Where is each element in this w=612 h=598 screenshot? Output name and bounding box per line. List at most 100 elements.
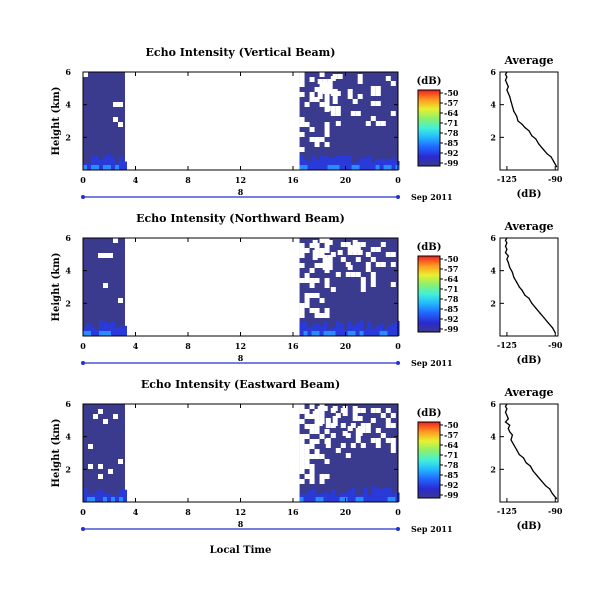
x-tick-label: 16	[287, 175, 299, 185]
missing-cell	[375, 121, 381, 126]
missing-cell	[347, 250, 353, 255]
x-tick-label: 12	[235, 175, 246, 185]
missing-cell	[345, 272, 351, 277]
echo-cell	[95, 156, 99, 170]
profile-x-label: (dB)	[517, 521, 542, 532]
echo-cell	[319, 155, 324, 170]
missing-cell	[319, 474, 325, 479]
echo-cell	[387, 497, 392, 502]
missing-cell	[309, 414, 315, 419]
missing-cell	[370, 277, 376, 282]
profile-title: Average	[503, 220, 553, 233]
missing-cell	[309, 283, 315, 288]
missing-cell	[324, 283, 330, 288]
missing-cell	[299, 263, 305, 268]
missing-cell	[370, 101, 376, 106]
missing-cell	[332, 89, 338, 94]
missing-cell	[299, 122, 305, 127]
echo-cell	[379, 158, 384, 170]
echo-cell	[115, 165, 119, 170]
echo-cell	[371, 328, 376, 336]
missing-cell	[355, 242, 361, 247]
missing-cell	[324, 459, 330, 464]
missing-cell	[365, 252, 371, 257]
profile-point	[506, 258, 508, 260]
profile-point	[507, 255, 509, 257]
profile-point	[509, 266, 511, 268]
profile-point	[535, 138, 537, 140]
missing-cell	[375, 247, 381, 252]
x-tick-label: 12	[235, 507, 246, 517]
missing-cell	[357, 74, 363, 79]
profile-point	[507, 261, 509, 264]
missing-cell	[309, 404, 315, 409]
profile-point	[547, 322, 549, 324]
echo-cell	[115, 495, 119, 502]
colorbar	[417, 421, 441, 499]
missing-cell	[98, 409, 103, 414]
missing-cell	[342, 406, 348, 411]
profile-point	[507, 86, 509, 88]
echo-cell	[91, 165, 95, 170]
missing-cell	[357, 431, 363, 436]
missing-cell	[304, 409, 310, 414]
echo-cell	[99, 159, 103, 170]
echo-cell	[327, 165, 332, 170]
profile-point	[504, 252, 507, 254]
profile-point	[506, 414, 508, 416]
profile-point	[542, 148, 544, 150]
missing-cell	[375, 428, 381, 433]
missing-cell	[325, 438, 331, 443]
data-segment-left	[83, 72, 125, 170]
missing-cell	[98, 474, 103, 479]
profile-point	[513, 276, 515, 278]
missing-cell	[309, 97, 315, 102]
missing-cell	[357, 426, 363, 431]
profile-point	[513, 110, 515, 112]
missing-cell	[335, 413, 341, 418]
date-label: Sep 2011	[411, 358, 453, 368]
missing-cell	[319, 102, 325, 107]
missing-cell	[299, 72, 305, 77]
echo-cell	[359, 320, 364, 336]
echo-cell	[375, 159, 380, 170]
missing-cell	[299, 147, 305, 152]
echo-cell	[343, 155, 348, 170]
heatmap-title: Echo Intensity (Vertical Beam)	[145, 46, 335, 59]
missing-cell	[309, 429, 315, 434]
missing-cell	[319, 454, 325, 459]
missing-cell	[350, 443, 356, 448]
profile-y-tick-label: 2	[490, 464, 496, 474]
missing-cell	[304, 424, 310, 429]
missing-cell	[357, 250, 363, 255]
colorbar-unit: (dB)	[417, 76, 442, 87]
missing-cell	[324, 97, 330, 102]
x-tick-label: 12	[235, 341, 246, 351]
missing-cell	[355, 438, 361, 443]
echo-cell	[371, 486, 376, 502]
echo-cell	[379, 489, 384, 502]
echo-cell	[339, 323, 344, 336]
echo-cell	[359, 158, 364, 170]
missing-cell	[299, 464, 305, 469]
missing-cell	[299, 409, 305, 414]
missing-cell	[355, 257, 361, 262]
missing-cell	[304, 454, 310, 459]
missing-cell	[324, 122, 330, 127]
colorbar-tick-label: -64	[444, 274, 459, 284]
profile-point	[506, 237, 508, 239]
echo-cell	[299, 155, 304, 170]
missing-cell	[309, 293, 315, 298]
echo-cell	[367, 321, 372, 336]
missing-cell	[322, 84, 328, 89]
profile-y-tick-label: 2	[490, 132, 496, 142]
day-label: 8	[238, 187, 244, 197]
missing-cell	[365, 428, 371, 433]
missing-cell	[312, 255, 318, 260]
echo-cell	[299, 165, 304, 170]
echo-cell	[375, 487, 380, 502]
missing-cell	[299, 459, 305, 464]
missing-cell	[327, 265, 333, 270]
profile-point	[529, 465, 532, 467]
missing-cell	[332, 421, 338, 426]
